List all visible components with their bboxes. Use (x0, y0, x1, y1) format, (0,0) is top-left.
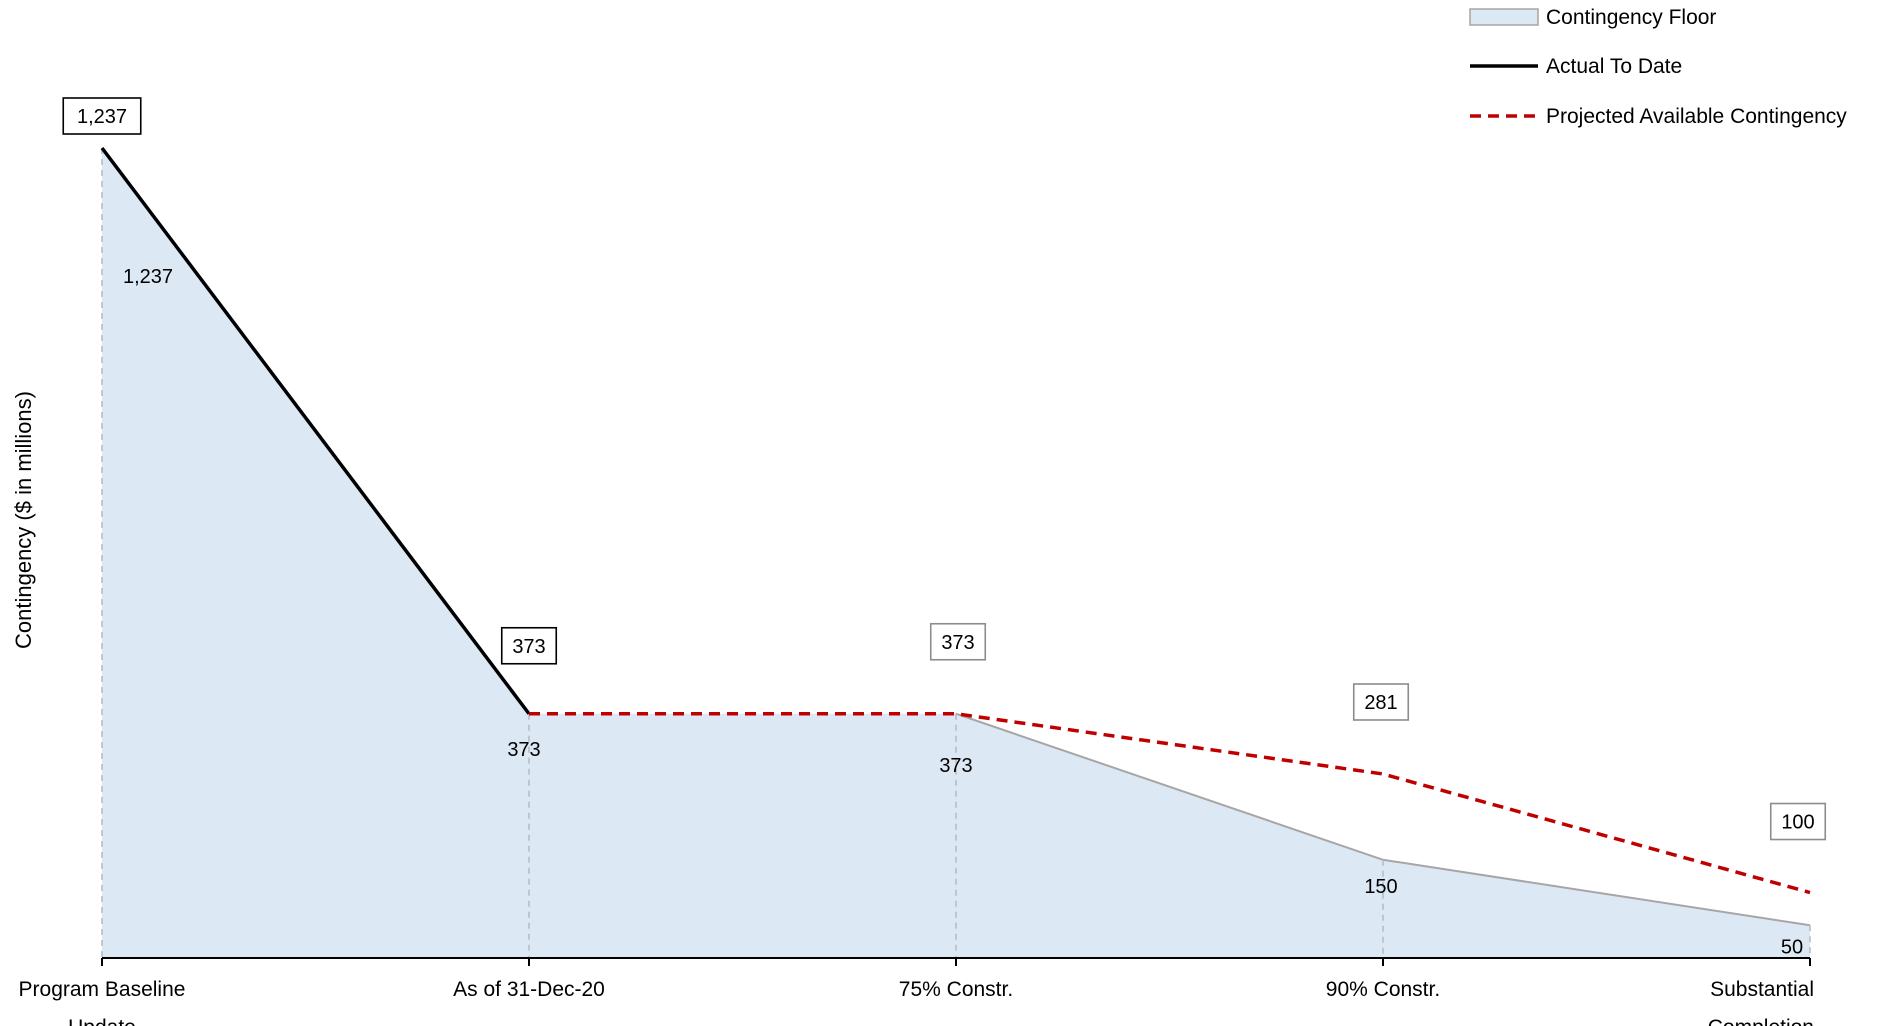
projected-value-label: 281 (1352, 683, 1410, 721)
legend-swatch (1469, 8, 1539, 26)
value-box-text: 1,237 (77, 106, 127, 128)
value-box-text: 373 (941, 632, 974, 654)
projected-value-label: 373 (929, 622, 987, 661)
floor-value-label: 373 (507, 739, 540, 761)
x-tick-label: As of 31-Dec-20 (453, 978, 605, 1001)
legend-item: Projected Available Contingency (1470, 105, 1847, 128)
contingency-floor-area (102, 148, 1810, 958)
value-box (1352, 683, 1410, 721)
floor-value-label: 150 (1364, 876, 1397, 898)
plot-area (100, 146, 1811, 958)
y-axis-title: Contingency ($ in millions) (11, 391, 36, 649)
x-tick-label: 90% Constr. (1326, 978, 1440, 1001)
floor-value-label: 1,237 (123, 266, 173, 288)
actual-to-date-line (100, 146, 531, 715)
legend-item: Actual To Date (1470, 55, 1682, 78)
value-box (929, 622, 987, 661)
value-box (1769, 802, 1827, 841)
data-labels: 1,237 373 373 150 50 1,237 373 373 281 100 (62, 97, 1827, 958)
projected-value-label: 100 (1769, 802, 1827, 841)
legend-label: Contingency Floor (1546, 6, 1716, 29)
x-tick-label: SubstantialCompletion (1708, 978, 1814, 1026)
actual-value-label: 373 (500, 626, 558, 665)
value-box-text: 281 (1364, 692, 1397, 714)
value-box (500, 626, 558, 665)
actual-value-label: 1,237 (62, 97, 142, 135)
legend-label: Actual To Date (1546, 55, 1682, 78)
value-box (62, 97, 142, 135)
floor-value-label: 50 (1781, 936, 1803, 958)
x-tick-label: Program BaselineUpdate (19, 978, 186, 1026)
floor-value-label: 373 (939, 755, 972, 777)
legend-item: Contingency Floor (1469, 6, 1716, 29)
value-box-text: 100 (1781, 812, 1814, 834)
x-axis: Program BaselineUpdate As of 31-Dec-20 75%… (19, 957, 1814, 1026)
value-box-text: 373 (512, 636, 545, 658)
legend: Contingency Floor Actual To Date Projected… (1469, 6, 1847, 128)
x-tick-label: 75% Constr. (899, 978, 1013, 1001)
legend-label: Projected Available Contingency (1546, 105, 1847, 128)
